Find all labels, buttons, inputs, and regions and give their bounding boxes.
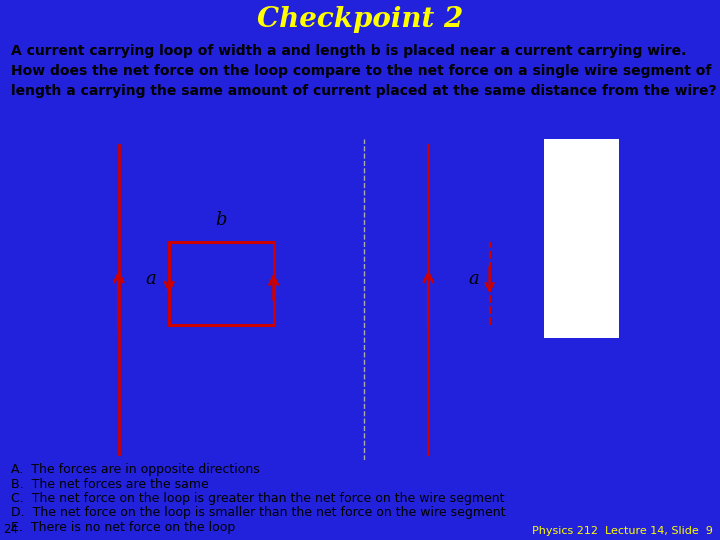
Text: D.  The net force on the loop is smaller than the net force on the wire segment: D. The net force on the loop is smaller … (11, 507, 505, 519)
Bar (169, 241, 274, 325)
Text: B.  The net forces are the same: B. The net forces are the same (11, 477, 209, 490)
Bar (544, 460, 720, 540)
Text: a: a (468, 269, 479, 287)
Text: 24: 24 (4, 523, 19, 536)
Text: b: b (216, 211, 227, 229)
Text: Checkpoint 2: Checkpoint 2 (257, 6, 463, 33)
Text: a: a (145, 269, 156, 287)
Text: A.  The forces are in opposite directions: A. The forces are in opposite directions (11, 463, 259, 476)
Text: E.  There is no net force on the loop: E. There is no net force on the loop (11, 521, 235, 534)
Text: A current carrying loop of width a and length b is placed near a current carryin: A current carrying loop of width a and l… (11, 44, 716, 98)
Text: Physics 212  Lecture 14, Slide  9: Physics 212 Lecture 14, Slide 9 (532, 526, 713, 536)
Bar (544, 139, 619, 338)
Text: C.  The net force on the loop is greater than the net force on the wire segment: C. The net force on the loop is greater … (11, 492, 504, 505)
Bar (544, 139, 720, 460)
